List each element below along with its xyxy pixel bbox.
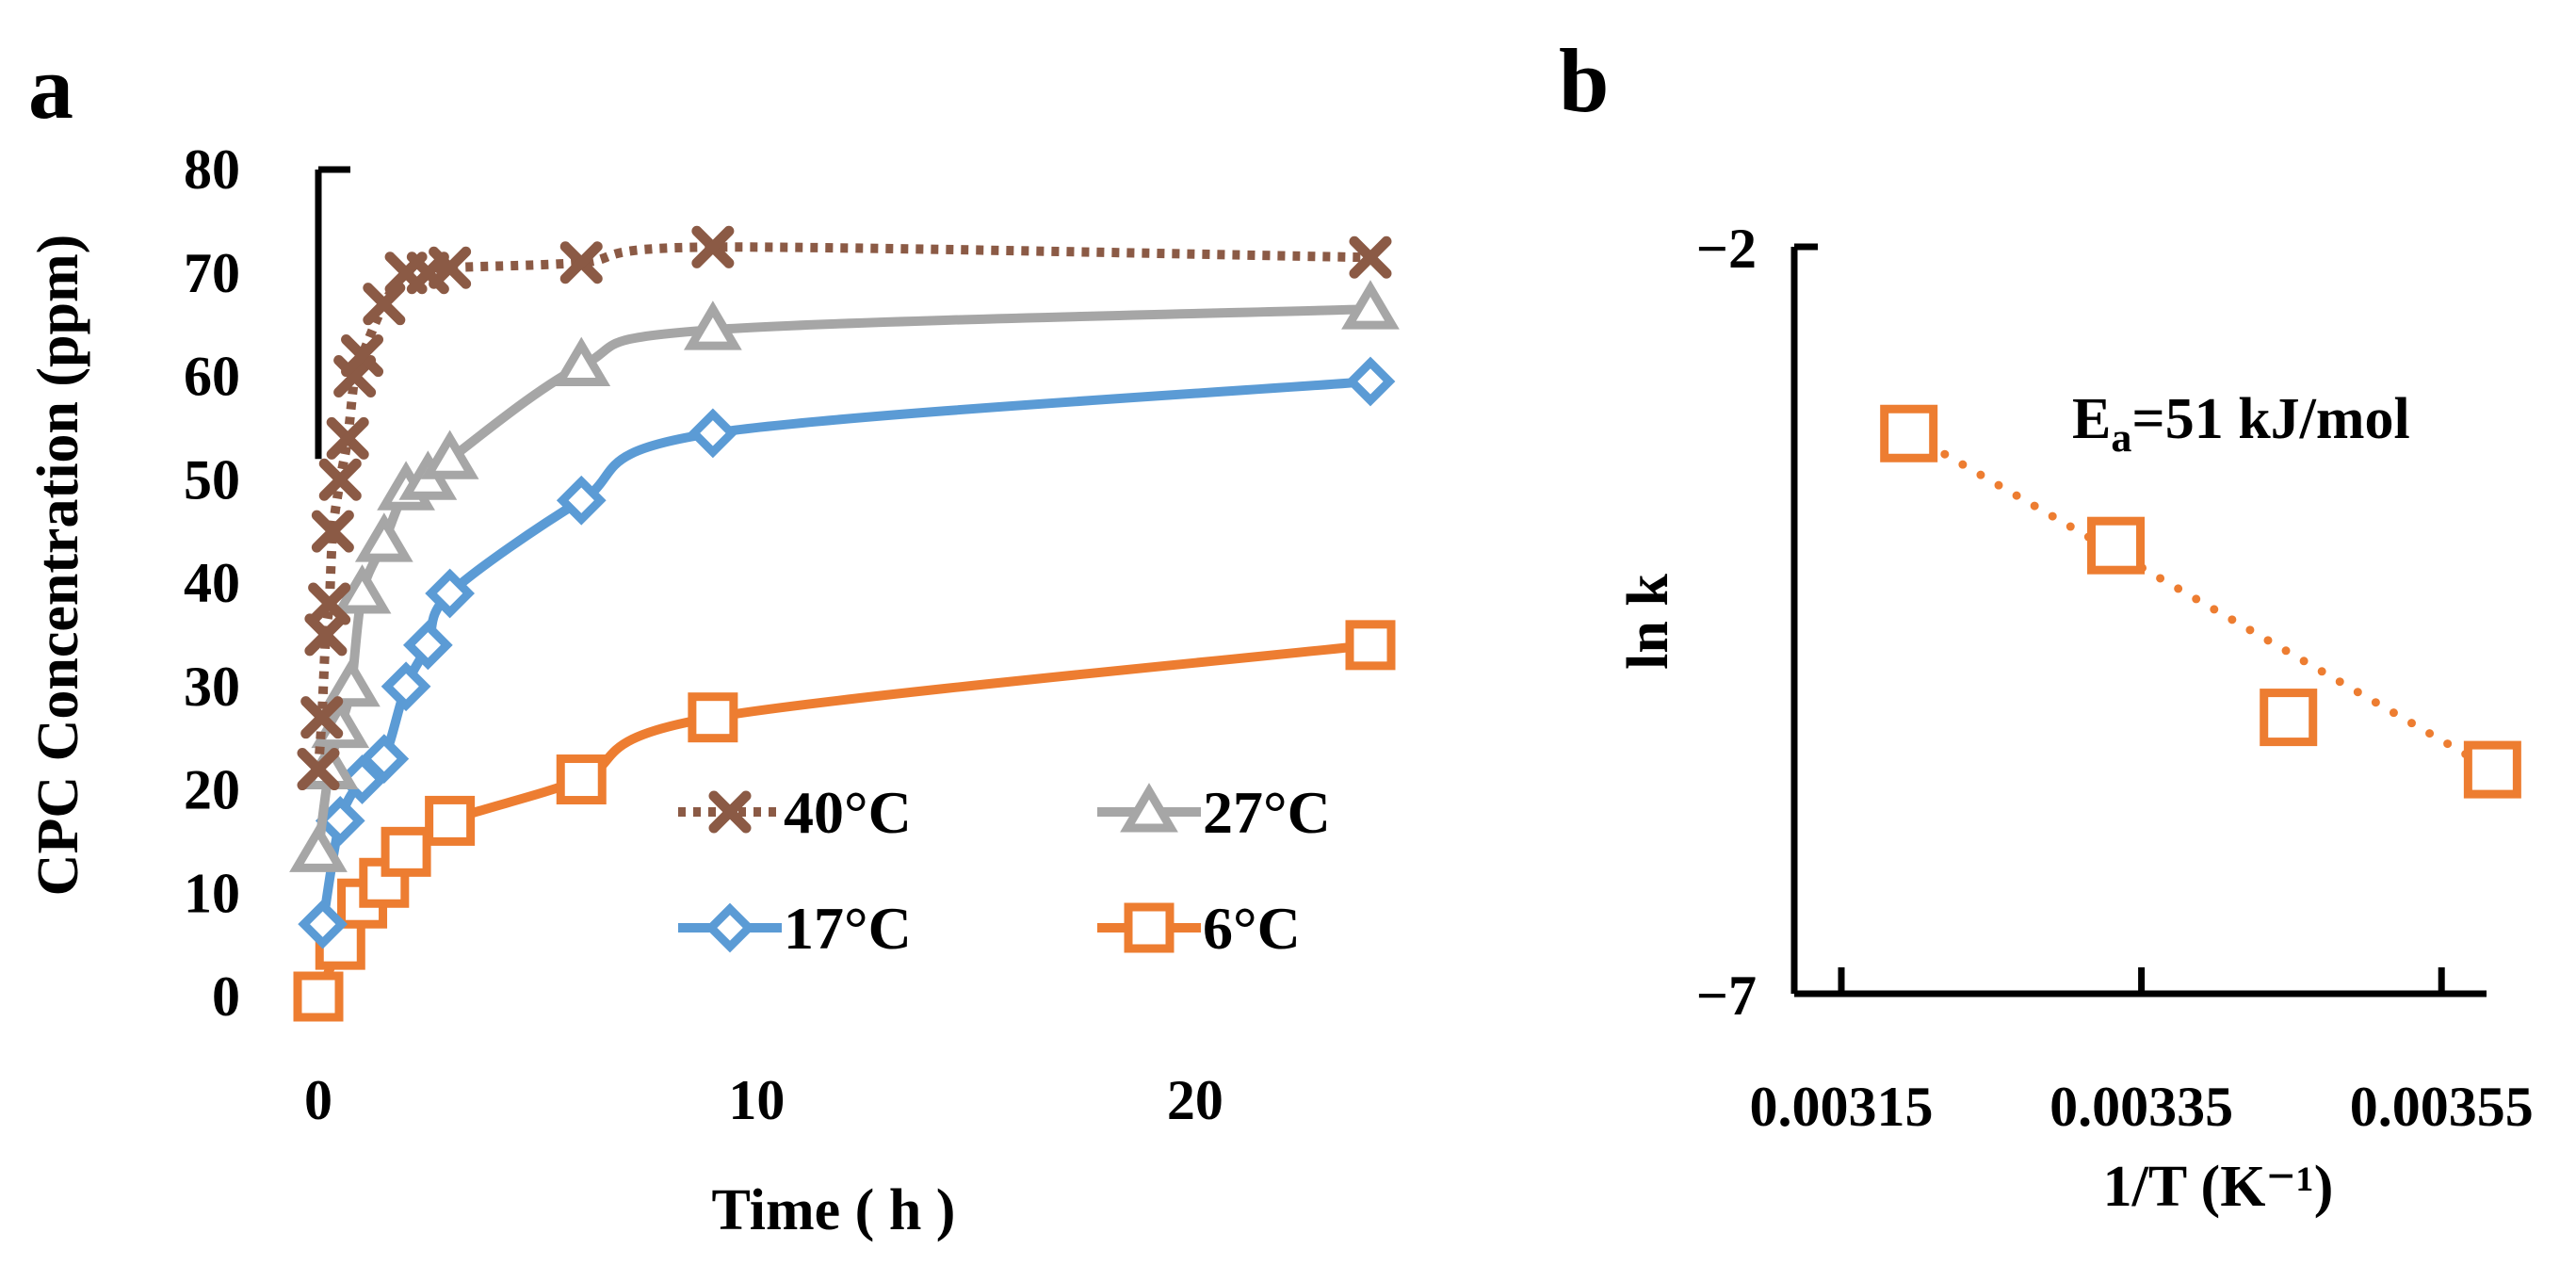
legend-item: 27°C [1097, 779, 1331, 846]
panel-a-chart: 0 10 20 30 40 50 60 70 80 0 10 20 Time ( h ) CPC Co… [26, 138, 1400, 1242]
data-point [420, 430, 479, 479]
panel-a-xtick-label: 10 [728, 1069, 785, 1131]
data-point [300, 696, 344, 739]
legend-label: 27°C [1203, 779, 1331, 846]
panel-b-axes [1790, 243, 2487, 997]
panel-a-ytick-label: 40 [184, 552, 240, 614]
data-point [326, 416, 369, 460]
data-point [691, 225, 735, 268]
legend-item: 40°C [678, 779, 912, 846]
data-point [2087, 516, 2146, 575]
data-point [425, 795, 476, 846]
panel-a-ytick-label: 20 [184, 759, 240, 821]
panel-a-axes [315, 166, 350, 460]
legend-marker [705, 902, 755, 953]
legend-marker [1120, 783, 1178, 833]
panel-b-ticks: −2 −7 0.00315 0.00335 0.00355 [1696, 218, 2534, 1138]
panel-b-xlabel: 1/T (K⁻¹) [2103, 1155, 2334, 1219]
panel-b-xtick-label: 0.00315 [1750, 1076, 1934, 1138]
panel-b-ytick-label: −7 [1696, 965, 1757, 1027]
panel-a-ytick-label: 80 [184, 138, 240, 201]
data-point [363, 283, 406, 326]
data-point [298, 899, 348, 949]
panel-b-xtick-label: 0.00335 [2049, 1076, 2233, 1138]
data-point [332, 564, 392, 614]
panel-b-series [1880, 404, 2521, 799]
legend-marker [708, 790, 752, 834]
data-point [552, 336, 611, 387]
data-point [556, 754, 607, 805]
data-point [322, 657, 381, 707]
data-point [559, 241, 603, 284]
legend-label: 40°C [784, 779, 912, 846]
panel-b-ylabel: ln k [1616, 574, 1680, 670]
legend-marker [1124, 902, 1175, 953]
panel-a-ytick-label: 0 [212, 965, 240, 1028]
data-point [556, 475, 607, 526]
data-point [289, 822, 348, 872]
legend-label: 6°C [1203, 895, 1301, 962]
data-point [297, 748, 340, 791]
panel-a-ytick-label: 70 [184, 242, 240, 304]
panel-a-series [289, 225, 1400, 1022]
data-point [318, 458, 362, 501]
data-point [1880, 404, 1938, 462]
panel-a-label: a [28, 37, 73, 138]
panel-a-ytick-label: 50 [184, 448, 240, 511]
panel-a-xtick-label: 20 [1167, 1069, 1223, 1131]
data-point [1349, 235, 1392, 279]
panel-a-xlabel: Time ( h ) [712, 1178, 956, 1242]
annot-main: E [2072, 387, 2111, 451]
annot-sub: a [2111, 414, 2131, 461]
series-27°C [289, 280, 1400, 872]
data-point [381, 661, 431, 712]
annot-rest: =51 kJ/mol [2131, 387, 2409, 451]
data-point [308, 582, 351, 625]
panel-b-ytick-label: −2 [1696, 218, 1757, 280]
legend-item: 6°C [1097, 895, 1301, 962]
data-point [425, 568, 475, 619]
legend-label: 17°C [784, 895, 912, 962]
activation-energy-annotation: Ea=51 kJ/mol [2072, 387, 2410, 461]
series-40°C [297, 225, 1392, 791]
data-point [1345, 620, 1396, 671]
panel-a-ytick-label: 30 [184, 656, 240, 718]
legend-item: 17°C [678, 895, 912, 962]
data-point [2260, 689, 2318, 747]
panel-a-ytick-label: 10 [184, 862, 240, 924]
trendline [1904, 429, 2497, 774]
data-point [341, 334, 384, 378]
data-point [402, 620, 453, 671]
panel-a-xtick-label: 0 [304, 1069, 332, 1131]
data-point [688, 692, 738, 743]
data-point [1345, 356, 1396, 407]
data-point [2463, 740, 2521, 799]
data-point [683, 300, 742, 350]
data-point [381, 826, 431, 877]
series-6°C [293, 620, 1396, 1022]
panel-b-chart: −2 −7 0.00315 0.00335 0.00355 1/T (K⁻¹) ln k… [1616, 218, 2534, 1219]
data-point [311, 510, 354, 553]
panel-b-xtick-label: 0.00355 [2350, 1076, 2534, 1138]
panel-a-ylabel: CPC Concentration (ppm) [26, 235, 90, 897]
data-point [429, 246, 472, 289]
panel-b-label: b [1559, 30, 1609, 131]
panel-a-legend: 40°C 27°C 17°C 6°C [678, 779, 1331, 962]
data-point [1341, 280, 1400, 330]
data-point [293, 971, 344, 1022]
panel-a-ticks: 0 10 20 30 40 50 60 70 80 0 10 20 [184, 138, 1223, 1131]
panel-a-ytick-label: 60 [184, 346, 240, 408]
data-point [688, 408, 738, 459]
data-point [354, 512, 413, 562]
data-point [359, 734, 410, 784]
